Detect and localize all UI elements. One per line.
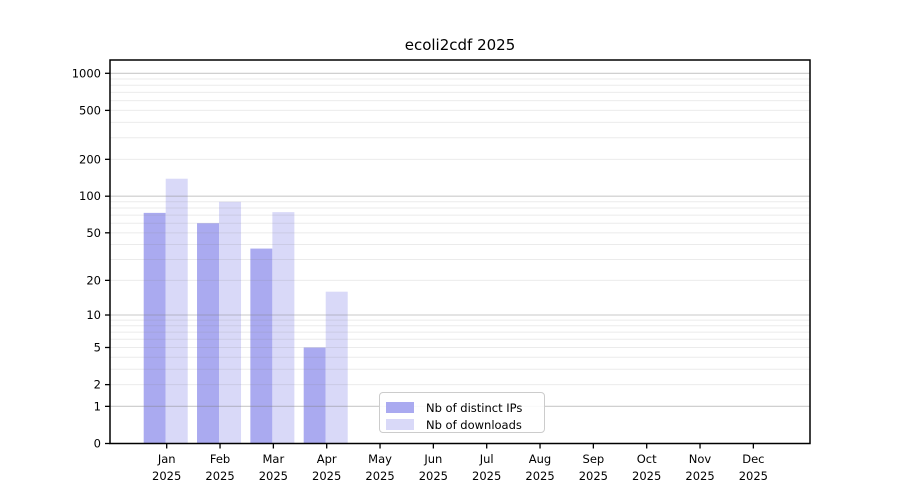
x-tick-label-year: 2025 bbox=[152, 469, 181, 483]
x-tick-label-month: Feb bbox=[210, 452, 230, 466]
legend-label-distinct-ips: Nb of distinct IPs bbox=[426, 400, 523, 415]
x-tick-label-month: May bbox=[368, 452, 392, 466]
bar-downloads bbox=[325, 291, 348, 444]
x-tick-label-month: Jun bbox=[423, 452, 442, 466]
x-tick-label-year: 2025 bbox=[472, 469, 501, 483]
legend: Nb of distinct IPs Nb of downloads bbox=[379, 392, 545, 433]
y-tick-label: 50 bbox=[86, 226, 101, 240]
x-tick-label-month: Jan bbox=[157, 452, 176, 466]
y-tick-label: 100 bbox=[79, 189, 101, 203]
bar-distinct-ips bbox=[197, 223, 220, 444]
x-tick-label-month: Oct bbox=[637, 452, 657, 466]
x-tick-label-year: 2025 bbox=[259, 469, 288, 483]
y-tick-label: 20 bbox=[86, 273, 101, 287]
chart-title: ecoli2cdf 2025 bbox=[404, 36, 516, 54]
legend-item-distinct-ips: Nb of distinct IPs bbox=[386, 399, 544, 416]
x-tick-label-year: 2025 bbox=[312, 469, 341, 483]
x-tick-label-year: 2025 bbox=[205, 469, 234, 483]
x-tick-label-month: Apr bbox=[317, 452, 337, 466]
x-tick-label-year: 2025 bbox=[525, 469, 554, 483]
x-tick-label-month: Aug bbox=[529, 452, 551, 466]
downloads-swatch bbox=[386, 419, 414, 430]
x-tick-label-month: Mar bbox=[263, 452, 285, 466]
x-tick-label-month: Sep bbox=[583, 452, 605, 466]
x-tick-label-month: Dec bbox=[742, 452, 764, 466]
y-tick-label: 1 bbox=[94, 399, 101, 413]
bar-downloads bbox=[272, 212, 295, 444]
x-tick-label-year: 2025 bbox=[419, 469, 448, 483]
legend-label-downloads: Nb of downloads bbox=[426, 417, 522, 432]
distinct-ips-swatch bbox=[386, 402, 414, 413]
x-tick-label-year: 2025 bbox=[579, 469, 608, 483]
y-tick-label: 1000 bbox=[72, 66, 101, 80]
bar-downloads bbox=[165, 178, 188, 444]
plot-frame bbox=[109, 59, 811, 445]
x-tick-label-year: 2025 bbox=[685, 469, 714, 483]
y-tick-label: 10 bbox=[86, 308, 101, 322]
y-tick-label: 2 bbox=[94, 378, 101, 392]
y-tick-label: 0 bbox=[94, 437, 101, 451]
x-tick-label-month: Nov bbox=[689, 452, 712, 466]
x-tick-label-year: 2025 bbox=[632, 469, 661, 483]
x-tick-label-year: 2025 bbox=[739, 469, 768, 483]
legend-item-downloads: Nb of downloads bbox=[386, 416, 544, 433]
bar-downloads bbox=[219, 201, 242, 444]
bar-distinct-ips bbox=[143, 212, 166, 444]
bar-distinct-ips bbox=[250, 248, 273, 444]
x-tick-label-year: 2025 bbox=[365, 469, 394, 483]
bar-distinct-ips bbox=[303, 347, 326, 444]
y-tick-label: 200 bbox=[79, 152, 101, 166]
y-tick-label: 500 bbox=[79, 103, 101, 117]
y-tick-label: 5 bbox=[94, 340, 101, 354]
x-tick-label-month: Jul bbox=[479, 452, 494, 466]
